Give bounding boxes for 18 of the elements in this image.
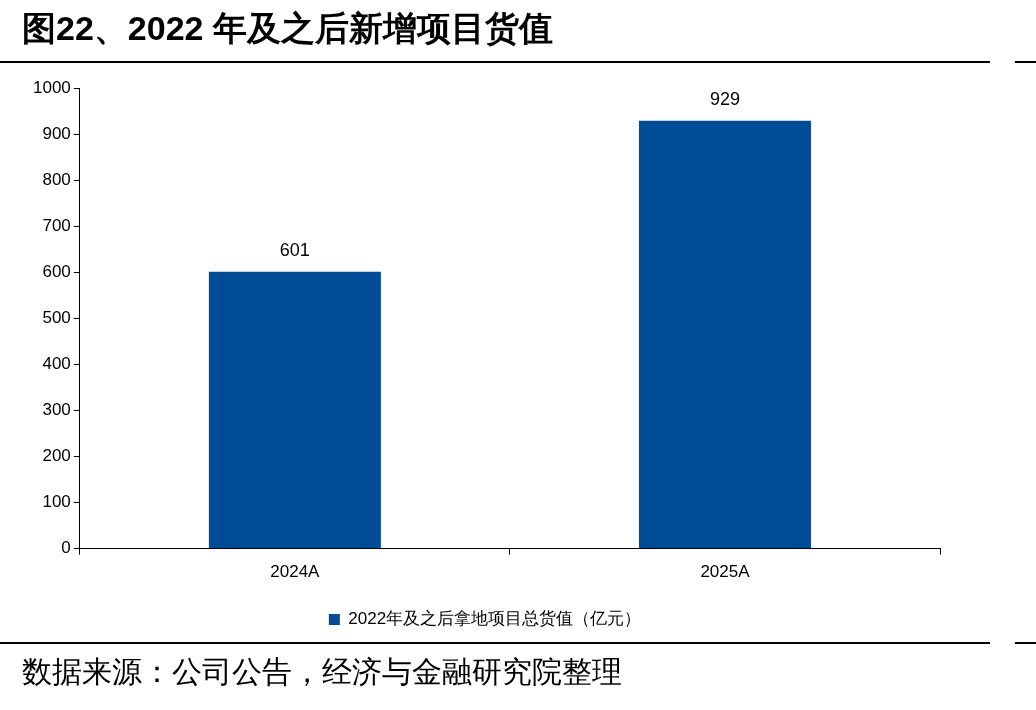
y-tick-label: 300 bbox=[42, 400, 71, 420]
y-tick-label: 1000 bbox=[32, 77, 71, 97]
y-tick-label: 600 bbox=[42, 261, 71, 281]
y-tick-label: 700 bbox=[42, 215, 71, 235]
y-tick-label: 0 bbox=[61, 538, 71, 558]
source-note: 数据来源：公司公告，经济与金融研究院整理 bbox=[22, 654, 622, 690]
y-tick-label: 400 bbox=[42, 354, 71, 374]
data-label: 929 bbox=[709, 88, 740, 109]
y-tick-label: 500 bbox=[42, 307, 71, 327]
y-tick-label: 100 bbox=[42, 492, 71, 512]
legend-label: 2022年及之后拿地项目总货值（亿元） bbox=[348, 609, 642, 629]
y-tick-label: 900 bbox=[42, 123, 71, 143]
y-tick-label: 800 bbox=[42, 169, 71, 189]
data-label: 601 bbox=[279, 239, 310, 260]
x-tick-label: 2025A bbox=[700, 562, 751, 582]
x-tick-label: 2024A bbox=[270, 562, 321, 582]
y-tick-label: 200 bbox=[42, 446, 71, 466]
chart-title: 图22、2022 年及之后新增项目货值 bbox=[22, 8, 553, 49]
